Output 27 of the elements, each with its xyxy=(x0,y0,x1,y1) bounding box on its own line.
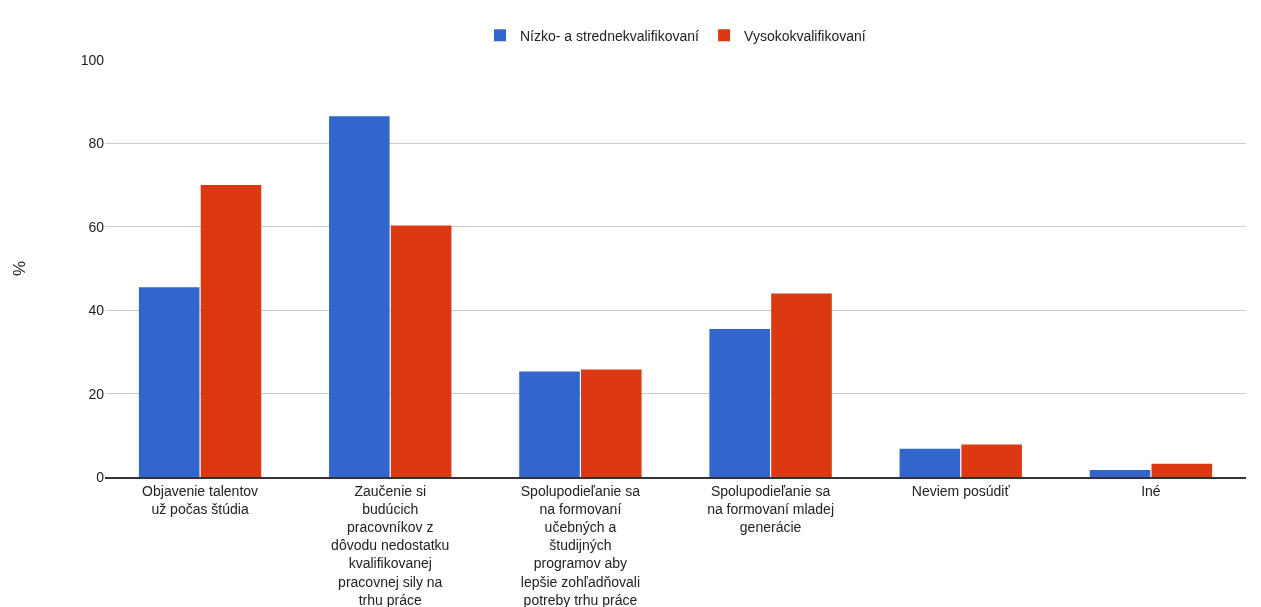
x-tick-label: Objavenie talentov už počas štúdia xyxy=(142,482,259,517)
y-tick-label: 40 xyxy=(88,302,105,319)
legend-label: Vysokokvalifikovaní xyxy=(744,27,866,44)
bar xyxy=(390,225,452,477)
x-tick-label: Neviem posúdiť xyxy=(911,482,1011,499)
y-tick-label: 60 xyxy=(88,218,105,235)
x-tick-label: Zaučenie si budúcich pracovníkov z dôvodu nedostatku kvalifikovanej pracovnej sily na trhu práce xyxy=(331,482,450,607)
bar xyxy=(138,287,200,477)
bar xyxy=(961,444,1022,477)
bar xyxy=(709,328,770,477)
bar xyxy=(771,293,832,477)
bar xyxy=(581,369,642,477)
legend-label: Nízko- a strednekvalifikovaní xyxy=(520,27,700,44)
bar xyxy=(1089,469,1151,477)
bar xyxy=(329,116,390,477)
bar xyxy=(200,185,262,477)
y-tick-label: 0 xyxy=(96,468,105,485)
y-tick-label: 100 xyxy=(80,51,105,68)
bar xyxy=(519,371,580,477)
y-tick-label: 80 xyxy=(88,135,105,152)
x-tick-label: Iné xyxy=(1141,482,1161,499)
bar xyxy=(899,448,961,477)
x-tick-label: Spolupodieľanie sa na formovaní učebných a študijných programov aby lepšie zohľadňovali potreby trhu práce xyxy=(520,482,641,607)
x-tick-label: Spolupodieľanie sa na formovaní mladej generácie xyxy=(707,482,834,535)
bar xyxy=(1151,463,1213,477)
y-axis-title: % xyxy=(10,260,30,277)
y-tick-label: 20 xyxy=(88,385,105,402)
